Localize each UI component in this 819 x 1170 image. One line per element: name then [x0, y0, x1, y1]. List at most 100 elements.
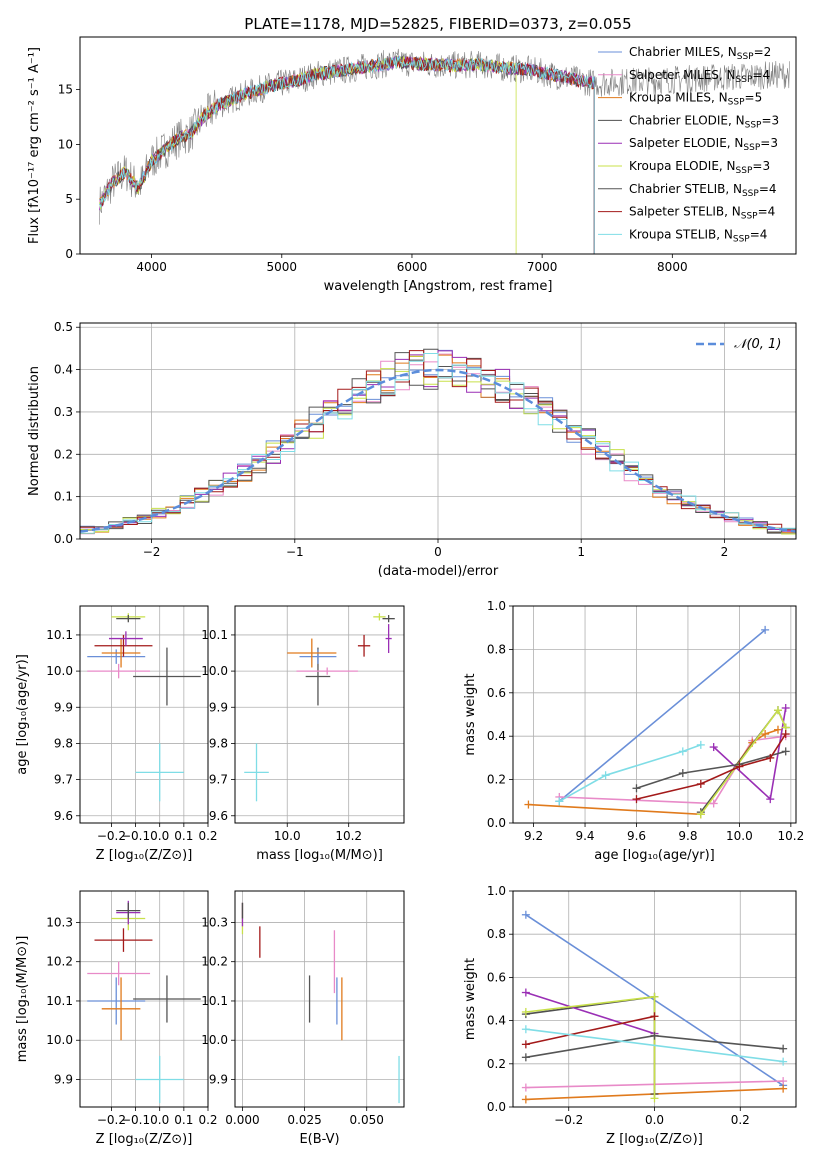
legend-label: Kroupa ELODIE, NSSP=3: [629, 159, 770, 176]
legend-subscript: SSP: [742, 189, 759, 199]
y-axis-label: Flux [fλ10⁻¹⁷ erg cm⁻² s⁻¹ A⁻¹]: [27, 47, 42, 244]
x-tick-label: 1: [577, 545, 585, 559]
legend-label: Kroupa MILES, NSSP=5: [629, 91, 762, 108]
spectrum-chart: 4000 5000 6000 7000 8000 0 5 10 15 wavelength [An…: [27, 36, 797, 294]
error-point: [296, 667, 358, 675]
legend-label-rest: =3: [760, 136, 778, 150]
legend-label: Chabrier MILES, NSSP=2: [629, 45, 771, 62]
error-point: [101, 977, 141, 1041]
spectrum-model-line: [99, 56, 595, 254]
y-tick-label: 0.8: [487, 927, 506, 941]
y-axis-label: Normed distribution: [27, 366, 42, 496]
y-tick-label: 0.3: [54, 405, 73, 419]
y-tick-label: 9.9: [209, 700, 228, 714]
legend-label: Chabrier ELODIE, NSSP=3: [629, 113, 779, 130]
x-tick-label: 10.2: [777, 829, 804, 843]
x-axis-label: mass [log₁₀(M/M⊙)]: [256, 848, 383, 863]
error-point: [244, 743, 269, 802]
legend-subscript: SSP: [745, 120, 762, 130]
y-axis-label: mass weight: [463, 958, 478, 1040]
legend-label: Salpeter MILES, NSSP=4: [629, 68, 770, 85]
mass_vs_ebv-chart: 0.000 0.025 0.050 9.9 10.0 10.1 10.2 10.3 E(B-V): [201, 890, 405, 1147]
x-tick-label: 0.000: [225, 1113, 259, 1127]
y-tick-label: 10.3: [46, 915, 73, 929]
legend-label-rest: =4: [758, 205, 776, 219]
error-point: [382, 615, 395, 623]
y-tick-label: 10.2: [201, 955, 228, 969]
x-tick-label: 0.2: [198, 829, 217, 843]
y-tick-label: 0.4: [54, 363, 73, 377]
weight_vs_Z-chart: −0.2 0.0 0.2 0.0 0.2 0.4 0.6 0.8 1.0 Z [log₁₀(Z/Z…: [463, 884, 797, 1147]
residuals-chart: −2 −1 0 1 2 0.0 0.1 0.2 0.3 0.4 0.5 (data-model)/er…: [27, 320, 797, 579]
legend-label-rest: =5: [745, 91, 763, 105]
error-point: [87, 977, 146, 1025]
series-line: [525, 1015, 655, 1046]
weight_vs_Z-series: [521, 910, 788, 1104]
series-line: [636, 733, 787, 800]
age_vs_Z-points: [87, 613, 201, 802]
legend: Chabrier MILES, NSSP=2 Salpeter MILES, NS…: [598, 45, 779, 244]
x-tick-label: 0.1: [174, 1113, 193, 1127]
x-tick-label: −0.1: [121, 829, 150, 843]
axes-frame: [512, 890, 797, 1108]
x-tick-label: 0.2: [198, 1113, 217, 1127]
legend-label: Chabrier STELIB, NSSP=4: [629, 182, 777, 199]
axes-frame: [234, 605, 405, 824]
x-tick-label: 9.6: [627, 829, 646, 843]
residuals-lines: [80, 348, 796, 535]
error-point: [357, 634, 371, 657]
error-point: [373, 613, 386, 621]
figure-title: PLATE=1178, MJD=52825, FIBERID=0373, z=0…: [244, 15, 631, 33]
axes-frame: [79, 605, 209, 824]
axes-frame: [79, 36, 797, 255]
legend-label-rest: =3: [761, 113, 779, 127]
y-tick-label: 10.1: [201, 994, 228, 1008]
y-tick-label: 9.6: [209, 809, 228, 823]
y-tick-label: 0: [65, 247, 73, 261]
y-tick-label: 0.0: [487, 1100, 506, 1114]
mass_vs_Z-chart: −0.2−0.1 0.0 0.1 0.2 9.9 10.0 10.1 10.2 10.3 Z [l…: [15, 890, 218, 1147]
x-tick-label: 0.025: [287, 1113, 321, 1127]
x-tick-label: 0: [434, 545, 442, 559]
series-line: [525, 991, 655, 1035]
x-tick-label: 0.0: [150, 1113, 169, 1127]
y-axis-label: mass weight: [463, 673, 478, 755]
y-tick-label: 0.0: [487, 816, 506, 830]
x-tick-label: 9.2: [524, 829, 543, 843]
y-tick-label: 0.1: [54, 490, 73, 504]
age_vs_mass-points: [244, 613, 395, 802]
y-tick-label: 10.3: [201, 915, 228, 929]
legend-subscript: SSP: [737, 52, 754, 62]
error-point: [385, 624, 392, 654]
x-axis-label: Z [log₁₀(Z/Z⊙)]: [96, 848, 193, 863]
error-point: [133, 647, 201, 706]
x-axis-label: Z [log₁₀(Z/Z⊙)]: [606, 1132, 703, 1147]
error-point: [94, 928, 153, 952]
error-point: [108, 631, 143, 646]
y-tick-label: 0.4: [487, 729, 506, 743]
y-tick-label: 0.2: [487, 773, 506, 787]
y-tick-label: 9.9: [54, 700, 73, 714]
error-point: [135, 1055, 184, 1104]
legend-label-rest: =4: [752, 68, 770, 82]
y-tick-label: 9.8: [209, 736, 228, 750]
y-tick-label: 1.0: [487, 884, 506, 898]
error-point: [87, 649, 146, 664]
y-tick-label: 0.6: [487, 970, 506, 984]
x-axis-label: (data-model)/error: [378, 564, 499, 579]
legend-label-rest: =4: [759, 182, 777, 196]
x-axis-label: E(B-V): [299, 1132, 339, 1147]
y-tick-label: 10.0: [46, 664, 73, 678]
axes-frame: [512, 605, 797, 824]
legend-label-rest: =4: [750, 227, 768, 241]
x-tick-label: 10.0: [274, 829, 301, 843]
spectrum-model-line: [99, 55, 595, 254]
spectrum-model-line: [99, 55, 595, 254]
gaussian-curve: [80, 368, 796, 533]
y-tick-label: 0.2: [487, 1057, 506, 1071]
legend-subscript: SSP: [733, 234, 750, 244]
x-tick-label: −2: [143, 545, 161, 559]
error-point: [87, 961, 151, 986]
legend-label: Salpeter ELODIE, NSSP=3: [629, 136, 778, 153]
spectrum-model-line: [99, 55, 595, 254]
